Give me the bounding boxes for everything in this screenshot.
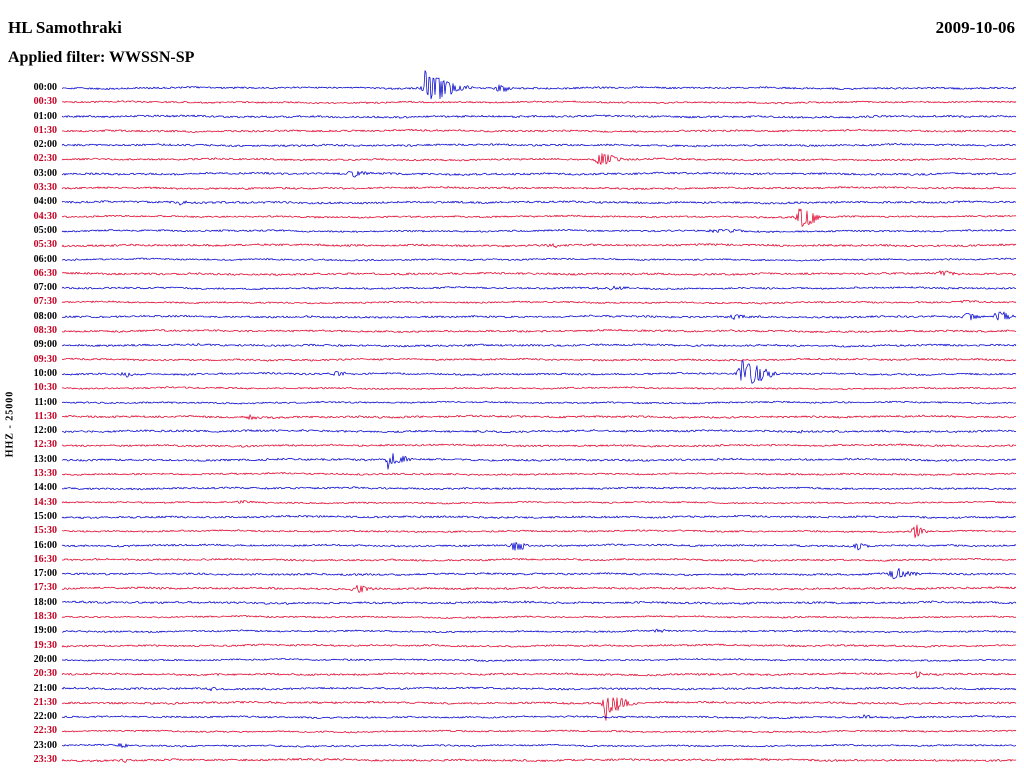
time-label-0230: 02:30 (33, 153, 57, 165)
time-label-1530: 15:30 (33, 525, 57, 537)
time-label-2030: 20:30 (33, 668, 57, 680)
time-label-0130: 01:30 (33, 124, 57, 136)
time-label-1900: 19:00 (33, 625, 57, 637)
time-label-1500: 15:00 (33, 510, 57, 522)
time-label-0300: 03:00 (33, 167, 57, 179)
time-label-1130: 11:30 (34, 410, 57, 422)
time-label-1730: 17:30 (33, 582, 57, 594)
time-label-1800: 18:00 (33, 596, 57, 608)
time-label-1400: 14:00 (33, 482, 57, 494)
time-label-1330: 13:30 (33, 468, 57, 480)
time-label-2300: 23:00 (33, 739, 57, 751)
time-label-2230: 22:30 (33, 725, 57, 737)
time-label-0400: 04:00 (33, 196, 57, 208)
time-label-0000: 00:00 (33, 82, 57, 93)
time-label-0330: 03:30 (33, 182, 57, 194)
time-label-1600: 16:00 (33, 539, 57, 551)
time-label-0630: 06:30 (33, 267, 57, 279)
time-label-0530: 05:30 (33, 239, 57, 251)
time-label-1630: 16:30 (33, 553, 57, 565)
time-label-1200: 12:00 (33, 425, 57, 437)
time-label-1300: 13:00 (33, 453, 57, 465)
time-label-0800: 08:00 (33, 310, 57, 322)
time-label-0900: 09:00 (33, 339, 57, 351)
time-label-1700: 17:00 (33, 568, 57, 580)
time-label-0730: 07:30 (33, 296, 57, 308)
time-label-2100: 21:00 (33, 682, 57, 694)
time-label-2000: 20:00 (33, 653, 57, 665)
time-label-0100: 01:00 (33, 110, 57, 122)
time-label-0930: 09:30 (33, 353, 57, 365)
time-label-0830: 08:30 (33, 325, 57, 337)
time-label-1930: 19:30 (33, 639, 57, 651)
time-label-0430: 04:30 (33, 210, 57, 222)
time-label-0200: 02:00 (33, 139, 57, 151)
time-label-0500: 05:00 (33, 224, 57, 236)
time-label-2200: 22:00 (33, 711, 57, 723)
time-label-2130: 21:30 (33, 696, 57, 708)
time-label-0600: 06:00 (33, 253, 57, 265)
time-label-1030: 10:30 (33, 382, 57, 394)
time-label-1430: 14:30 (33, 496, 57, 508)
time-label-1000: 10:00 (33, 367, 57, 379)
time-label-0700: 07:00 (33, 282, 57, 294)
time-label-1830: 18:30 (33, 611, 57, 623)
time-label-0030: 00:30 (33, 96, 57, 108)
time-label-1230: 12:30 (33, 439, 57, 451)
time-label-2330: 23:30 (33, 754, 57, 765)
time-label-1100: 11:00 (34, 396, 57, 408)
